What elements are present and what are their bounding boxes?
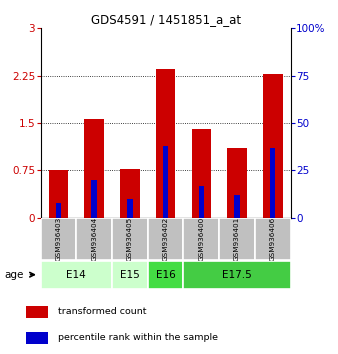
Text: percentile rank within the sample: percentile rank within the sample (58, 333, 218, 342)
Bar (120, 169, 140, 218)
Bar (163, 146, 168, 218)
Bar (112, 218, 148, 260)
Bar (184, 261, 291, 289)
Bar (76, 218, 112, 260)
Bar (92, 180, 97, 218)
Bar (184, 218, 219, 260)
Bar (227, 148, 247, 218)
Bar (41, 218, 76, 260)
Bar (255, 218, 291, 260)
Text: E15: E15 (120, 270, 140, 280)
Bar (41, 261, 112, 289)
Bar (270, 148, 275, 218)
Bar (235, 195, 240, 218)
Text: GSM936402: GSM936402 (163, 217, 169, 261)
Text: GSM936400: GSM936400 (198, 217, 204, 261)
Bar (127, 199, 132, 218)
Bar (112, 261, 148, 289)
Bar (56, 202, 61, 218)
Bar (156, 69, 175, 218)
Bar (49, 170, 68, 218)
Bar (219, 218, 255, 260)
Bar (148, 218, 184, 260)
Text: GSM936404: GSM936404 (91, 217, 97, 261)
Text: E17.5: E17.5 (222, 270, 252, 280)
Text: GSM936401: GSM936401 (234, 217, 240, 261)
Bar (192, 129, 211, 218)
Text: transformed count: transformed count (58, 307, 146, 316)
Bar (84, 119, 104, 218)
Bar (263, 74, 283, 218)
Text: GSM936403: GSM936403 (55, 217, 62, 261)
Bar (199, 185, 204, 218)
Text: GSM936405: GSM936405 (127, 217, 133, 261)
Bar (26, 306, 48, 318)
Text: E14: E14 (66, 270, 86, 280)
Bar (148, 261, 184, 289)
Text: E16: E16 (156, 270, 175, 280)
Bar (26, 332, 48, 344)
Text: GSM936406: GSM936406 (270, 217, 276, 261)
Title: GDS4591 / 1451851_a_at: GDS4591 / 1451851_a_at (91, 13, 241, 26)
Text: age: age (4, 270, 23, 280)
